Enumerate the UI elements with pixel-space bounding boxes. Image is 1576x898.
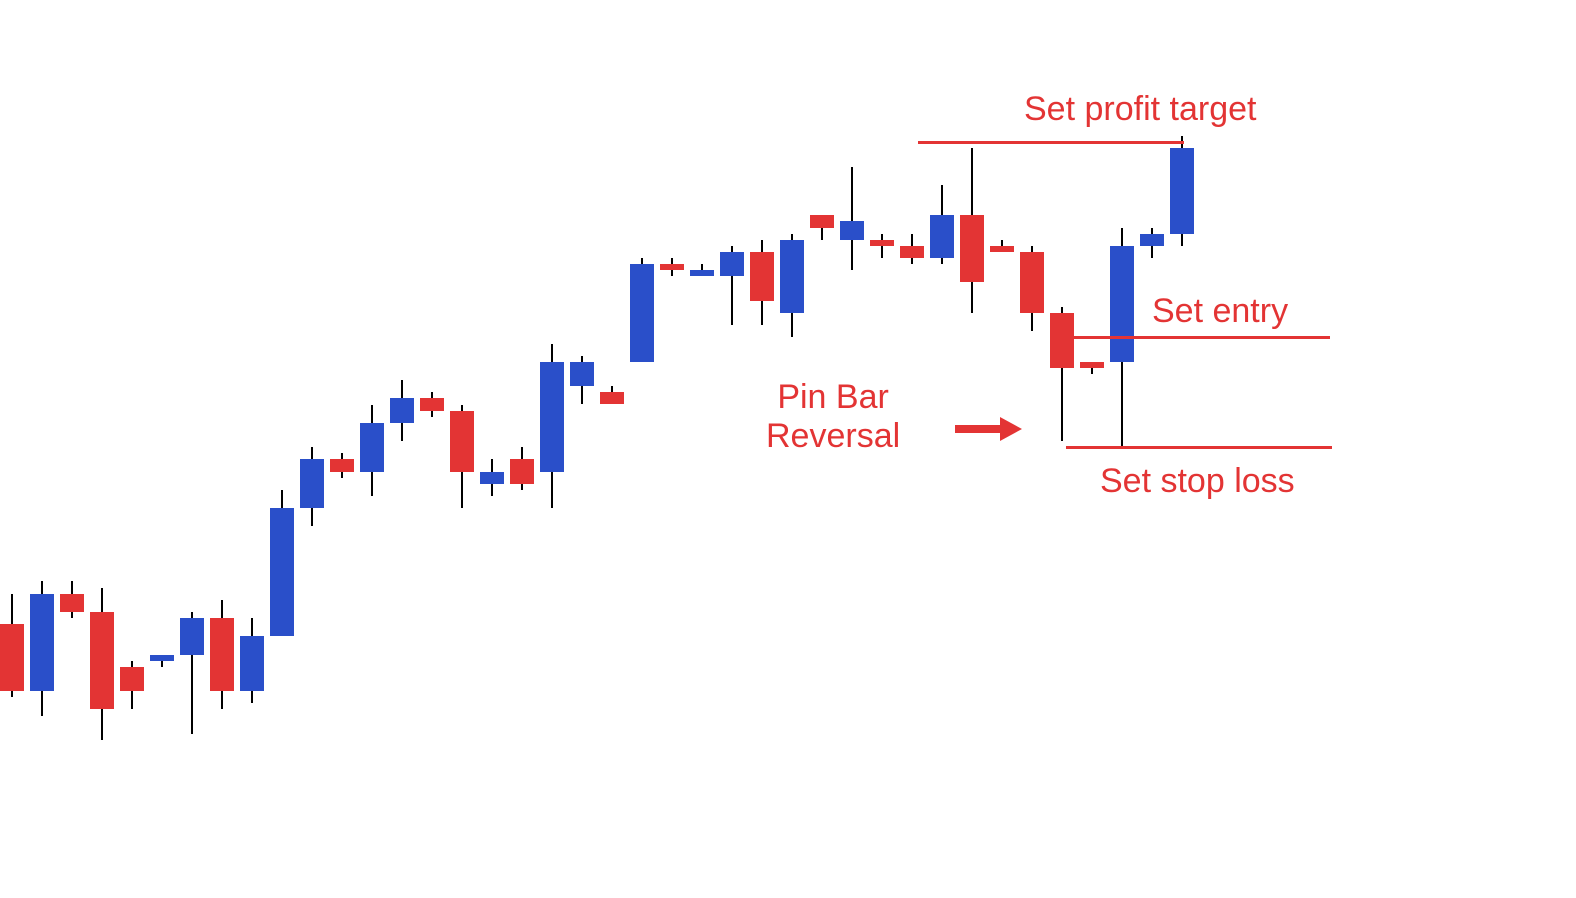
candle-35 — [1050, 307, 1074, 441]
candle-body — [930, 215, 954, 258]
candle-wick — [851, 167, 853, 271]
candle-body — [180, 618, 204, 655]
profit-target-line — [918, 141, 1184, 144]
candle-5 — [150, 655, 174, 667]
candle-body — [480, 472, 504, 484]
candle-14 — [420, 392, 444, 416]
entry-line — [1066, 336, 1330, 339]
candle-18 — [540, 344, 564, 509]
candle-wick — [881, 234, 883, 258]
candlestick-chart: Set profit target Set entry Pin Bar Revers… — [0, 0, 1576, 898]
candle-body — [510, 459, 534, 483]
stop-loss-label: Set stop loss — [1100, 462, 1295, 501]
candle-body — [1050, 313, 1074, 368]
candle-33 — [990, 240, 1014, 252]
candle-body — [240, 636, 264, 691]
candle-body — [750, 252, 774, 301]
candle-10 — [300, 447, 324, 526]
candle-body — [120, 667, 144, 691]
candle-body — [270, 508, 294, 636]
candle-body — [1020, 252, 1044, 313]
pin-bar-arrow-head — [1000, 417, 1022, 441]
candle-4 — [120, 661, 144, 710]
candle-body — [390, 398, 414, 422]
candle-17 — [510, 447, 534, 490]
candle-32 — [960, 148, 984, 313]
candle-26 — [780, 234, 804, 338]
candle-7 — [210, 600, 234, 710]
candle-body — [540, 362, 564, 472]
candle-body — [150, 655, 174, 661]
candle-21 — [630, 258, 654, 362]
candle-body — [420, 398, 444, 410]
candle-body — [360, 423, 384, 472]
candle-body — [870, 240, 894, 246]
candle-body — [780, 240, 804, 313]
candle-body — [990, 246, 1014, 252]
candle-3 — [90, 588, 114, 741]
candle-body — [600, 392, 624, 404]
candle-body — [660, 264, 684, 270]
candle-16 — [480, 459, 504, 496]
stop-loss-line — [1066, 446, 1332, 449]
candle-29 — [870, 234, 894, 258]
candle-19 — [570, 356, 594, 405]
candle-body — [630, 264, 654, 362]
candle-23 — [690, 264, 714, 276]
pin-bar-arrow-shaft — [955, 425, 1000, 433]
candle-body — [960, 215, 984, 282]
candle-11 — [330, 453, 354, 477]
candle-body — [1110, 246, 1134, 362]
candle-body — [60, 594, 84, 612]
candle-25 — [750, 240, 774, 325]
candle-28 — [840, 167, 864, 271]
candle-body — [840, 221, 864, 239]
candle-0 — [0, 594, 24, 698]
candle-body — [90, 612, 114, 710]
candle-12 — [360, 405, 384, 497]
candle-body — [690, 270, 714, 276]
candle-36 — [1080, 362, 1104, 374]
candle-body — [30, 594, 54, 692]
candle-body — [1140, 234, 1164, 246]
candle-34 — [1020, 246, 1044, 331]
candle-13 — [390, 380, 414, 441]
entry-label: Set entry — [1152, 292, 1288, 331]
candle-6 — [180, 612, 204, 734]
candle-body — [1080, 362, 1104, 368]
candle-9 — [270, 490, 294, 636]
candle-20 — [600, 386, 624, 404]
candle-8 — [240, 618, 264, 703]
candle-24 — [720, 246, 744, 325]
candle-body — [330, 459, 354, 471]
candle-body — [720, 252, 744, 276]
candle-body — [300, 459, 324, 508]
candle-body — [210, 618, 234, 691]
candle-body — [900, 246, 924, 258]
candle-30 — [900, 234, 924, 265]
candle-31 — [930, 185, 954, 264]
candle-2 — [60, 581, 84, 618]
candle-body — [1170, 148, 1194, 233]
candle-27 — [810, 215, 834, 239]
candle-1 — [30, 581, 54, 715]
candle-body — [810, 215, 834, 227]
candle-body — [570, 362, 594, 386]
candle-15 — [450, 405, 474, 509]
profit-target-label: Set profit target — [1024, 90, 1256, 129]
candle-22 — [660, 258, 684, 276]
candle-39 — [1170, 136, 1194, 246]
candle-38 — [1140, 228, 1164, 259]
candle-body — [450, 411, 474, 472]
pin-bar-label: Pin Bar Reversal — [766, 378, 900, 456]
candle-body — [0, 624, 24, 691]
